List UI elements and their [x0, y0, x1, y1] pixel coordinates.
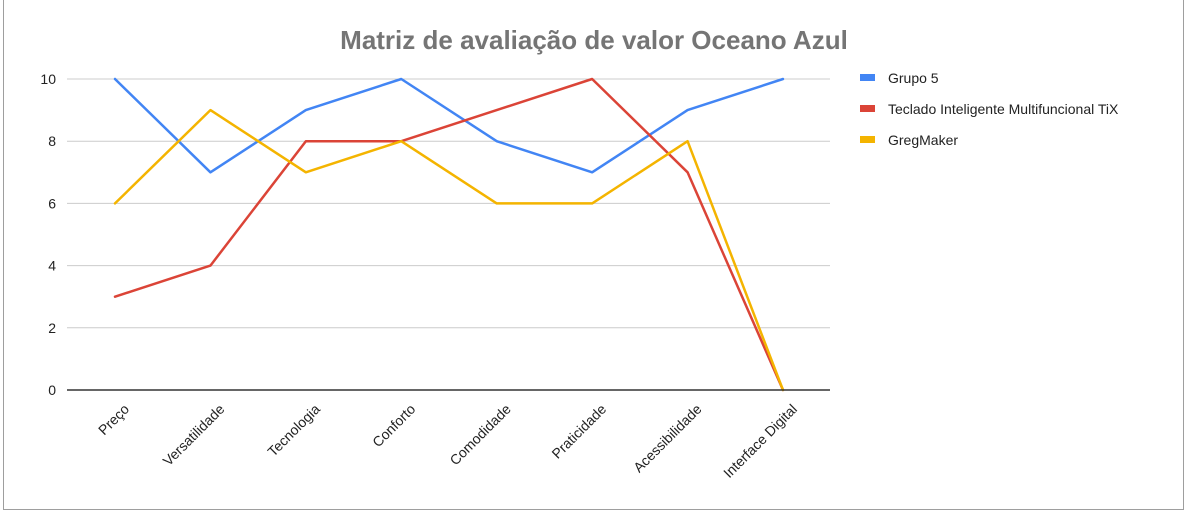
- y-tick-label: 8: [48, 133, 56, 149]
- legend-label: GregMaker: [888, 132, 958, 148]
- chart-frame: [3, 0, 1184, 510]
- legend: Grupo 5 Teclado Inteligente Multifunciona…: [860, 70, 1119, 148]
- y-tick-label: 0: [48, 382, 56, 398]
- series-line-1: [113, 77, 785, 392]
- chart-title: Matriz de avaliação de valor Oceano Azul: [340, 25, 848, 55]
- y-tick-label: 6: [48, 195, 56, 211]
- x-tick-label: Comodidade: [446, 401, 514, 469]
- series-line-0: [113, 77, 785, 174]
- x-tick-label: Tecnologia: [264, 401, 323, 460]
- y-tick-label: 4: [48, 258, 56, 274]
- legend-swatch: [860, 136, 875, 143]
- y-tick-label: 2: [48, 320, 56, 336]
- y-tick-label: 10: [40, 71, 56, 87]
- gridlines: [67, 78, 830, 329]
- x-tick-label: Versatilidade: [160, 401, 228, 469]
- x-tick-label: Acessibilidade: [630, 401, 705, 476]
- series-lines: [113, 77, 785, 392]
- legend-label: Grupo 5: [888, 70, 939, 86]
- x-tick-label: Conforto: [369, 401, 418, 450]
- series-line-2: [113, 108, 785, 392]
- x-tick-label: Preço: [95, 401, 132, 438]
- x-tick-label: Interface Digital: [720, 401, 800, 481]
- x-tick-label: Praticidade: [548, 401, 609, 462]
- legend-swatch: [860, 74, 875, 81]
- x-axis-ticks: Preço Versatilidade Tecnologia Conforto Como…: [95, 401, 800, 481]
- y-axis-ticks: 0 2 4 6 8 10: [40, 71, 56, 398]
- legend-swatch: [860, 105, 875, 112]
- legend-label: Teclado Inteligente Multifuncional TiX: [888, 101, 1119, 117]
